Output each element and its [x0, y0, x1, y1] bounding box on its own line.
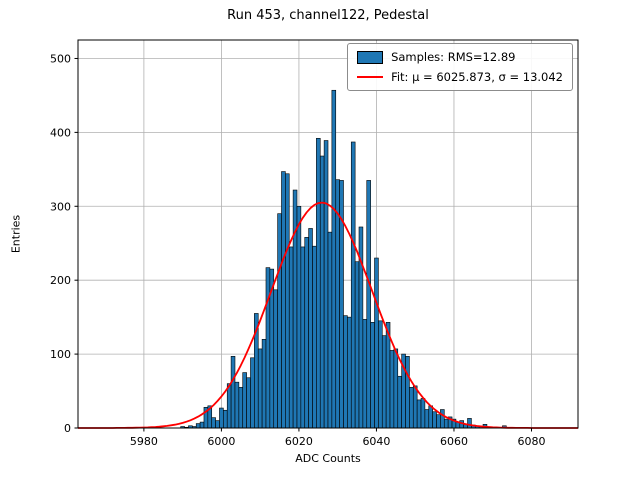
- histogram-swatch: [357, 50, 384, 64]
- svg-text:300: 300: [50, 200, 71, 213]
- svg-text:6060: 6060: [440, 435, 468, 448]
- svg-text:6020: 6020: [285, 435, 313, 448]
- chart-title: Run 453, channel122, Pedestal: [227, 8, 429, 23]
- legend-fit-label: Fit: μ = 6025.873, σ = 13.042: [391, 70, 563, 84]
- legend: Samples: RMS=12.89 Fit: μ = 6025.873, σ …: [347, 43, 573, 91]
- legend-item-samples: Samples: RMS=12.89: [357, 50, 563, 64]
- svg-text:400: 400: [50, 126, 71, 139]
- legend-samples-label: Samples: RMS=12.89: [391, 50, 516, 64]
- svg-text:500: 500: [50, 52, 71, 65]
- svg-text:0: 0: [64, 422, 71, 435]
- svg-text:200: 200: [50, 274, 71, 287]
- svg-text:6000: 6000: [207, 435, 235, 448]
- svg-text:6080: 6080: [517, 435, 545, 448]
- x-axis-label: ADC Counts: [295, 452, 361, 465]
- svg-text:6040: 6040: [362, 435, 390, 448]
- svg-text:5980: 5980: [130, 435, 158, 448]
- legend-item-fit: Fit: μ = 6025.873, σ = 13.042: [357, 70, 563, 84]
- svg-text:100: 100: [50, 348, 71, 361]
- fit-line-swatch: [357, 76, 384, 78]
